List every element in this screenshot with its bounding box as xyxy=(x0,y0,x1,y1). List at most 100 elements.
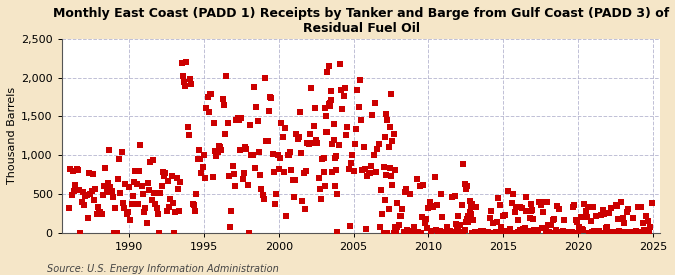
Point xyxy=(146,198,157,202)
Point xyxy=(301,169,312,173)
Point xyxy=(548,218,559,222)
Point xyxy=(494,203,505,207)
Point xyxy=(362,173,373,178)
Point xyxy=(615,200,626,204)
Point xyxy=(103,181,113,185)
Point xyxy=(97,192,108,197)
Point xyxy=(432,203,443,207)
Point xyxy=(498,214,509,219)
Point xyxy=(491,229,502,234)
Point xyxy=(298,171,309,175)
Point xyxy=(526,208,537,213)
Point xyxy=(475,230,485,235)
Point xyxy=(150,202,161,206)
Point xyxy=(69,188,80,193)
Point xyxy=(403,228,414,233)
Point xyxy=(115,191,126,195)
Point xyxy=(387,183,398,187)
Point xyxy=(68,169,78,173)
Point xyxy=(459,228,470,232)
Point xyxy=(410,230,421,235)
Point xyxy=(554,207,565,211)
Point xyxy=(234,118,244,123)
Point xyxy=(344,167,354,171)
Point xyxy=(644,230,655,234)
Point xyxy=(481,230,491,235)
Point xyxy=(184,133,194,137)
Point xyxy=(229,172,240,177)
Point xyxy=(291,132,302,136)
Point xyxy=(316,196,327,201)
Point xyxy=(612,204,622,208)
Point xyxy=(537,226,547,230)
Point xyxy=(356,117,367,122)
Point xyxy=(165,196,176,201)
Point xyxy=(182,125,193,129)
Point xyxy=(333,143,344,147)
Point xyxy=(207,175,218,179)
Point xyxy=(332,191,343,196)
Point xyxy=(138,210,149,214)
Point xyxy=(338,94,349,98)
Point xyxy=(640,214,651,219)
Point xyxy=(360,167,371,171)
Point xyxy=(610,203,621,207)
Point xyxy=(366,164,377,168)
Point xyxy=(134,169,144,173)
Point xyxy=(378,165,389,170)
Point xyxy=(404,192,415,197)
Point xyxy=(251,105,262,109)
Point xyxy=(181,60,192,64)
Point xyxy=(76,200,87,205)
Point xyxy=(171,175,182,180)
Point xyxy=(344,224,355,228)
Point xyxy=(423,206,434,210)
Point xyxy=(422,226,433,230)
Point xyxy=(223,174,234,178)
Point xyxy=(385,92,396,96)
Point xyxy=(383,207,394,211)
Point xyxy=(427,204,437,208)
Point xyxy=(388,132,399,136)
Point xyxy=(308,123,319,128)
Point xyxy=(292,137,303,141)
Point xyxy=(550,228,561,232)
Point xyxy=(84,171,95,175)
Point xyxy=(198,153,209,158)
Point xyxy=(196,171,207,175)
Point xyxy=(518,227,529,231)
Point xyxy=(630,229,641,233)
Point xyxy=(575,214,586,219)
Point xyxy=(273,166,284,171)
Point xyxy=(90,187,101,191)
Point xyxy=(122,211,132,216)
Point xyxy=(516,230,526,235)
Point xyxy=(104,148,115,153)
Point xyxy=(487,230,497,235)
Point xyxy=(519,230,530,235)
Point xyxy=(238,171,249,175)
Point xyxy=(116,150,127,154)
Point xyxy=(616,230,627,235)
Point xyxy=(304,132,315,137)
Point xyxy=(263,109,274,114)
Point xyxy=(441,225,452,229)
Point xyxy=(269,202,280,207)
Point xyxy=(325,104,335,109)
Point xyxy=(495,225,506,229)
Point xyxy=(522,230,533,235)
Point xyxy=(148,191,159,196)
Point xyxy=(335,88,346,92)
Point xyxy=(329,184,340,188)
Point xyxy=(161,208,172,213)
Point xyxy=(396,214,406,218)
Point xyxy=(106,189,117,194)
Point xyxy=(382,118,393,122)
Point xyxy=(73,167,84,172)
Point xyxy=(604,211,615,216)
Point xyxy=(371,170,381,174)
Point xyxy=(244,230,254,235)
Point xyxy=(288,195,299,199)
Point xyxy=(74,188,84,192)
Point xyxy=(394,214,405,218)
